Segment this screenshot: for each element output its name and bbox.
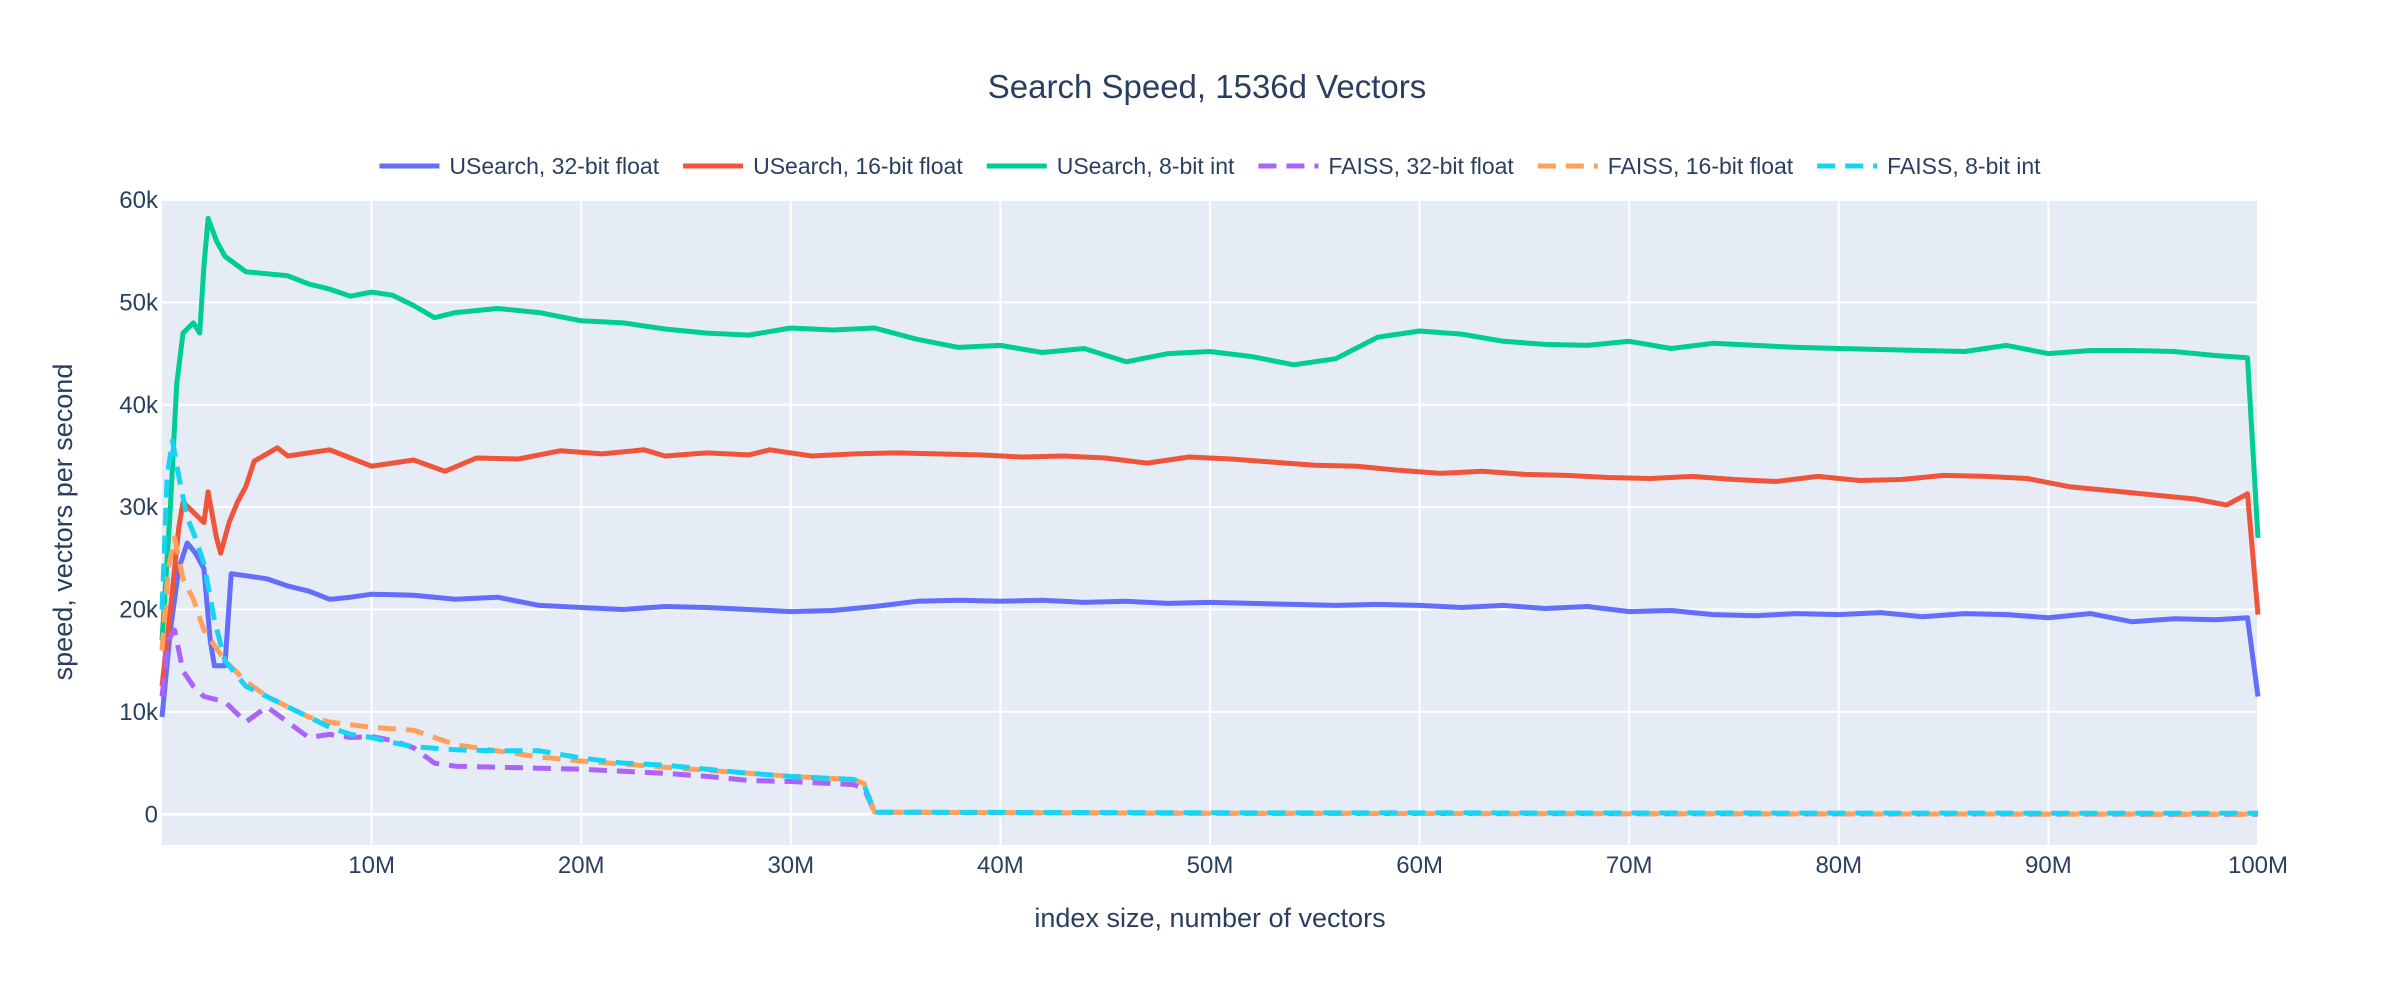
series-line[interactable] — [159, 535, 2259, 817]
x-tick-label: 20M — [558, 852, 605, 879]
legend-label: FAISS, 16-bit float — [1608, 153, 1794, 179]
series-layer[interactable] — [159, 215, 2261, 817]
chart-title: Search Speed, 1536d Vectors — [988, 68, 1426, 105]
legend[interactable]: USearch, 32-bit float USearch, 16-bit flo… — [379, 153, 2041, 179]
legend-label: FAISS, 8-bit int — [1887, 153, 2041, 179]
x-tick-label: 50M — [1187, 852, 1234, 879]
x-tick-label: 60M — [1396, 852, 1443, 879]
series-line[interactable] — [159, 627, 2259, 817]
series-line[interactable] — [159, 438, 2259, 816]
legend-item[interactable]: USearch, 8-bit int — [986, 153, 1235, 179]
series-line[interactable] — [159, 215, 2261, 641]
y-axis-label: speed, vectors per second — [48, 364, 78, 681]
x-tick-label: 70M — [1606, 852, 1653, 879]
x-tick-label: 40M — [977, 852, 1024, 879]
legend-item[interactable]: FAISS, 32-bit float — [1258, 153, 1514, 179]
x-tick-label: 90M — [2025, 852, 2072, 879]
legend-label: USearch, 8-bit int — [1057, 153, 1235, 179]
y-tick-label: 60k — [119, 187, 159, 214]
legend-item[interactable]: USearch, 16-bit float — [683, 153, 963, 179]
y-tick-label: 50k — [119, 289, 159, 316]
x-tick-label: 80M — [1815, 852, 1862, 879]
y-tick-label: 20k — [119, 597, 159, 624]
y-tick-label: 40k — [119, 392, 159, 419]
legend-item[interactable]: USearch, 32-bit float — [379, 153, 660, 179]
series-line[interactable] — [159, 540, 2261, 718]
y-tick-label: 30k — [119, 494, 159, 521]
axis-ticks: 0 10k 20k 30k 40k 50k 60k 10M 20M 30M 40M 50M 60M 70M… — [119, 187, 2288, 879]
x-tick-label: 10M — [348, 852, 395, 879]
y-tick-label: 10k — [119, 699, 159, 726]
x-tick-label: 100M — [2228, 852, 2288, 879]
legend-item[interactable]: FAISS, 8-bit int — [1817, 153, 2041, 179]
legend-label: USearch, 16-bit float — [753, 153, 963, 179]
legend-label: FAISS, 32-bit float — [1328, 153, 1514, 179]
x-axis-label: index size, number of vectors — [1034, 903, 1385, 933]
y-tick-label: 0 — [145, 801, 158, 828]
series-line[interactable] — [159, 445, 2261, 687]
legend-label: USearch, 32-bit float — [449, 153, 659, 179]
legend-item[interactable]: FAISS, 16-bit float — [1537, 153, 1794, 179]
x-tick-label: 30M — [767, 852, 814, 879]
